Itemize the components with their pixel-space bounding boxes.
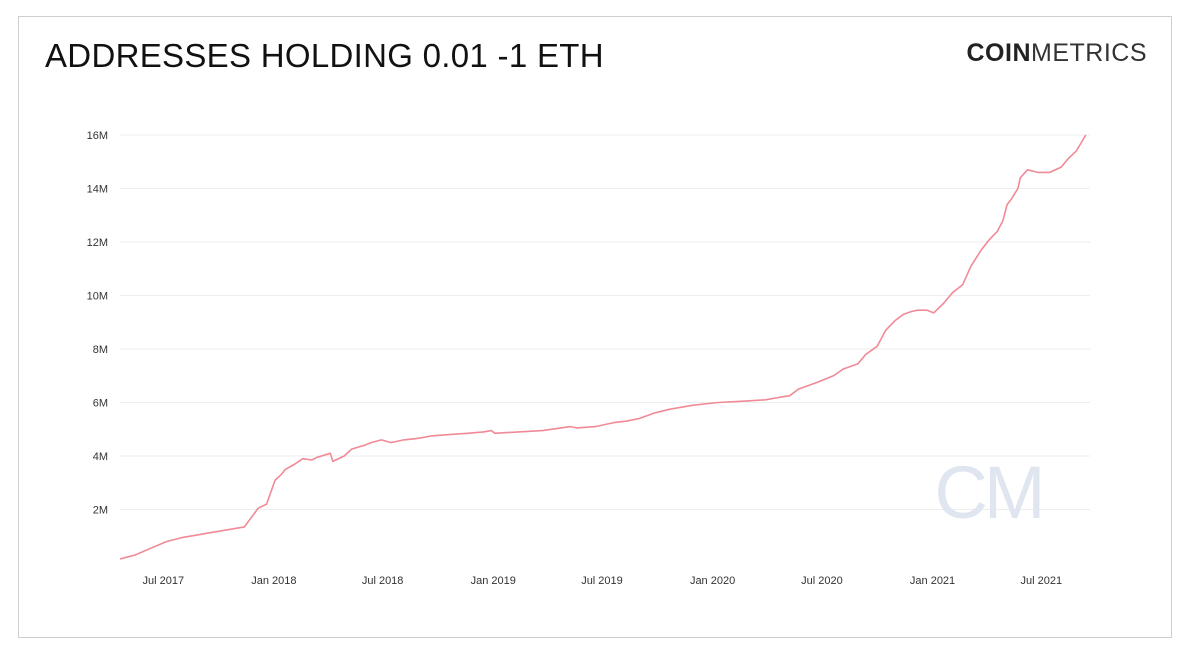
x-tick-label: Jul 2018 (362, 575, 404, 587)
y-tick-label: 8M (93, 344, 108, 356)
x-tick-label: Jan 2019 (471, 575, 516, 587)
chart-card: ADDRESSES HOLDING 0.01 -1 ETH COINMETRIC… (18, 16, 1172, 638)
chart-title: ADDRESSES HOLDING 0.01 -1 ETH (45, 37, 604, 74)
x-tick-label: Jan 2021 (910, 575, 955, 587)
y-tick-label: 10M (87, 291, 108, 303)
y-tick-label: 6M (93, 398, 108, 410)
x-axis-ticks: Jul 2017 Jan 2018 Jul 2018 Jan 2019 Jul 2019… (142, 575, 1062, 587)
y-tick-label: 14M (87, 184, 108, 196)
x-tick-label: Jan 2020 (690, 575, 735, 587)
y-tick-label: 12M (87, 237, 108, 249)
logo-bold-text: COIN (966, 39, 1031, 67)
y-tick-label: 4M (93, 451, 108, 463)
y-axis-ticks: 2M 4M 6M 8M 10M 12M 14M 16M (87, 130, 108, 517)
x-tick-label: Jul 2020 (801, 575, 843, 587)
watermark: CM (934, 451, 1045, 534)
coinmetrics-logo: COINMETRICS (967, 39, 1148, 68)
y-tick-label: 16M (87, 130, 108, 142)
series-layer (119, 134, 1087, 560)
grid-lines (120, 134, 1090, 510)
y-tick-label: 2M (93, 505, 108, 517)
x-tick-label: Jul 2021 (1021, 575, 1063, 587)
watermark-cm: CM (934, 451, 1041, 534)
x-tick-label: Jan 2018 (251, 575, 296, 587)
x-tick-label: Jul 2019 (581, 575, 623, 587)
series-line (119, 134, 1087, 560)
x-tick-label: Jul 2017 (142, 575, 184, 587)
logo-light-text: METRICS (1031, 39, 1147, 67)
